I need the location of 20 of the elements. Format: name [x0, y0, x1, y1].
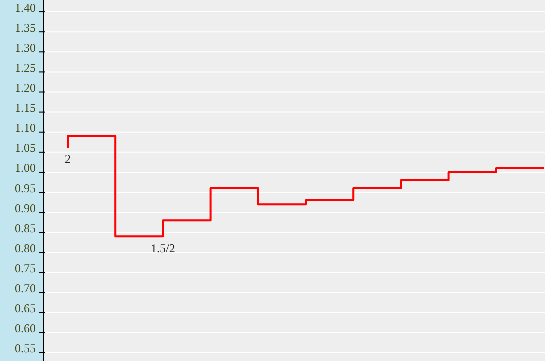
annotation: 1.5/2 — [151, 241, 176, 256]
y-tick-label: 1.10 — [15, 121, 36, 136]
y-tick-label: 1.00 — [15, 161, 36, 176]
y-tick-label: 1.25 — [15, 60, 36, 75]
y-tick-label: 1.15 — [15, 101, 36, 116]
y-tick-label: 0.85 — [15, 221, 36, 236]
y-tick-label: 0.65 — [15, 302, 36, 316]
y-tick-label: 1.30 — [15, 40, 36, 55]
y-tick-label: 0.60 — [15, 322, 36, 336]
y-tick-label: 0.80 — [15, 241, 36, 256]
y-tick-label: 0.70 — [15, 282, 36, 296]
y-tick-label: 1.35 — [15, 20, 36, 35]
y-tick-label: 0.75 — [15, 262, 36, 276]
y-tick-label: 1.20 — [15, 81, 36, 96]
annotation: 2 — [65, 152, 71, 166]
y-tick-label: 0.95 — [15, 181, 36, 196]
y-tick-label: 1.05 — [15, 141, 36, 156]
y-tick-label: 0.55 — [15, 342, 36, 356]
y-tick-label: 0.90 — [15, 201, 36, 216]
y-tick-label: 1.40 — [15, 0, 36, 15]
